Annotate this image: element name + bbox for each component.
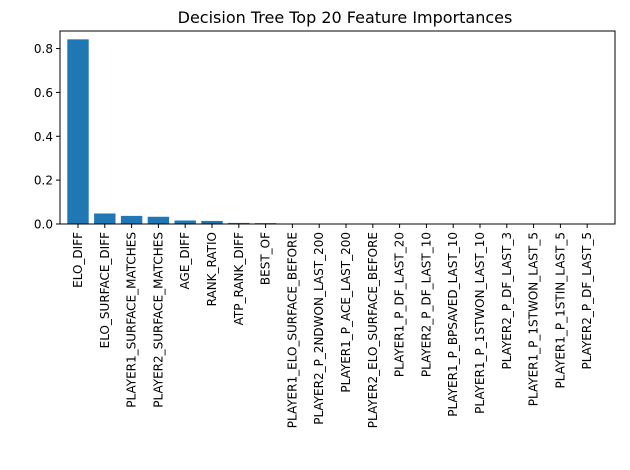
y-tick-label: 0.0 [34, 218, 53, 232]
x-tick-label: RANK_RATIO [205, 232, 219, 306]
x-tick-label: ELO_SURFACE_DIFF [98, 232, 112, 348]
bar-age-diff [174, 220, 196, 224]
y-axis: 0.0 0.2 0.4 0.6 0.8 [34, 42, 60, 232]
bar-elo-surface-diff [94, 213, 116, 224]
x-tick-label: ATP_RANK_DIFF [232, 232, 246, 325]
x-tick-label: PLAYER1_P_1STIN_LAST_5 [553, 232, 567, 388]
bar-rank-ratio [201, 220, 223, 224]
x-tick-label: PLAYER2_P_DF_LAST_5 [580, 232, 594, 370]
bars-group [67, 39, 598, 224]
y-tick-label: 0.2 [34, 174, 53, 188]
y-tick-label: 0.8 [34, 42, 53, 56]
bar-player2-surface-matches [147, 216, 170, 224]
x-tick-label: PLAYER2_P_2NDWON_LAST_200 [312, 232, 326, 425]
x-tick-label: PLAYER2_P_DF_LAST_10 [419, 232, 433, 377]
x-tick-label: AGE_DIFF [178, 232, 192, 290]
x-tick-label: PLAYER1_P_ACE_LAST_200 [339, 232, 353, 393]
x-tick-label: PLAYER2_P_DF_LAST_3 [500, 232, 514, 370]
x-tick-label: PLAYER2_ELO_SURFACE_BEFORE [366, 232, 380, 428]
bar-player1-surface-matches [120, 215, 143, 224]
x-tick-label: PLAYER1_P_DF_LAST_20 [393, 232, 407, 377]
chart-title: Decision Tree Top 20 Feature Importances [178, 8, 513, 27]
bar-atp-rank-diff [228, 222, 250, 224]
x-tick-label: BEST_OF [259, 232, 273, 285]
x-axis: ELO_DIFF ELO_SURFACE_DIFF PLAYER1_SURFACE_… [71, 224, 594, 428]
x-tick-label: PLAYER2_SURFACE_MATCHES [151, 232, 165, 408]
x-tick-label: PLAYER1_P_1STWON_LAST_10 [473, 232, 487, 414]
x-tick-label: PLAYER1_P_1STWON_LAST_5 [527, 232, 541, 406]
x-tick-label: PLAYER1_ELO_SURFACE_BEFORE [285, 232, 299, 428]
plot-frame [59, 30, 616, 225]
bar-elo-diff [67, 39, 89, 224]
y-tick-label: 0.6 [34, 86, 53, 100]
x-tick-label: PLAYER1_P_BPSAVED_LAST_10 [446, 232, 460, 417]
y-tick-label: 0.4 [34, 130, 53, 144]
x-tick-label: PLAYER1_SURFACE_MATCHES [125, 232, 139, 408]
x-tick-label: ELO_DIFF [71, 232, 85, 288]
